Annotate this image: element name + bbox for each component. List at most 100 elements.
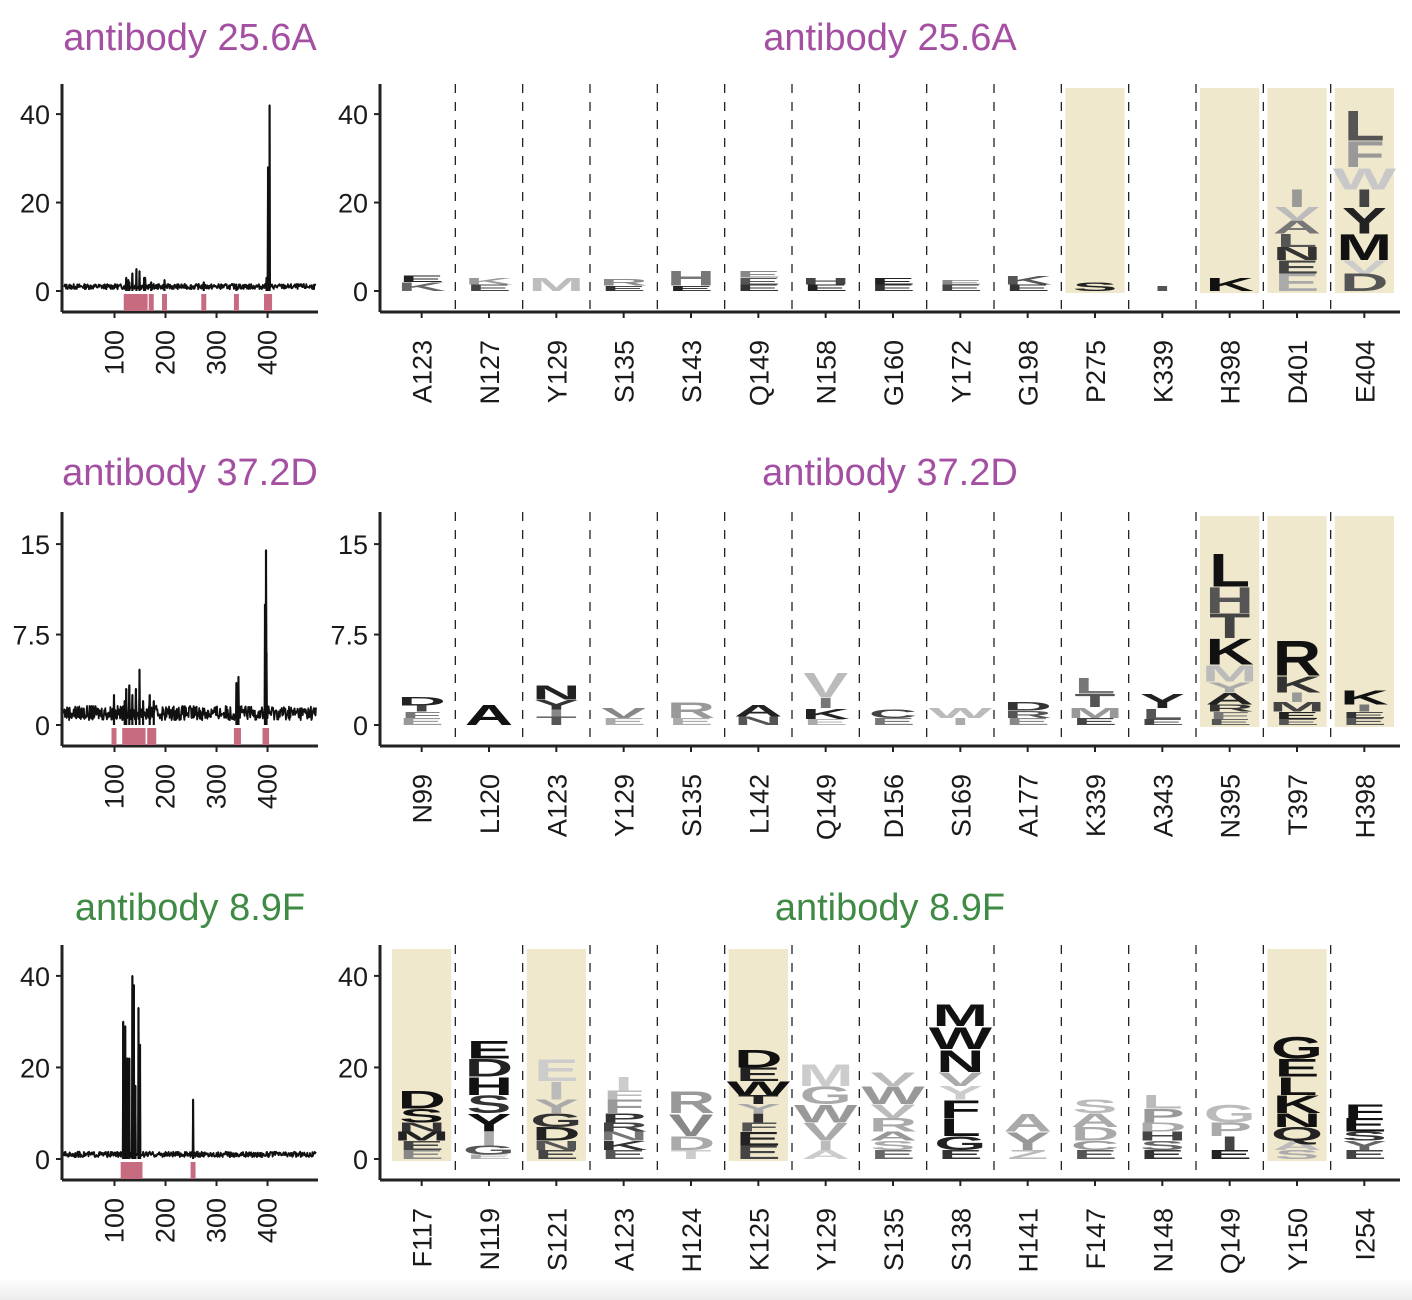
- logo-letter: R: [1205, 703, 1253, 714]
- logo-letter: M: [1336, 227, 1392, 268]
- logo-letter: E: [1275, 269, 1320, 297]
- y-tick-label: 40: [338, 962, 368, 992]
- logo-letter: E: [669, 285, 714, 293]
- logo-letter: A: [1071, 1110, 1119, 1131]
- site-marker: [142, 294, 148, 311]
- logo-letter: M: [394, 1129, 450, 1143]
- logo-letter: E: [871, 283, 916, 293]
- logo-letter: Y: [736, 1102, 781, 1116]
- logo-letter: T: [536, 715, 577, 728]
- logo-panel-5: antibody 8.9F02040F117EEMNSDN119EGIYSHDE…: [338, 887, 1400, 1274]
- logo-letter: Y: [938, 1082, 983, 1103]
- logo-letter: E: [601, 716, 646, 727]
- site-label: K339: [1148, 340, 1178, 403]
- site-label: D401: [1283, 340, 1313, 405]
- site-label: N148: [1148, 1208, 1178, 1273]
- x-tick-label: 200: [151, 764, 181, 809]
- site-label: Y129: [812, 1208, 842, 1271]
- x-tick-label: 100: [100, 330, 130, 375]
- logo-letter: P: [601, 1111, 646, 1125]
- logo-letter: G: [530, 1110, 582, 1131]
- logo-letter: M: [528, 275, 584, 296]
- y-tick-label: 40: [20, 100, 50, 130]
- site-label: N158: [812, 340, 842, 405]
- logo-letter: F: [401, 710, 442, 719]
- site-label: L142: [744, 774, 774, 834]
- logo-letter: H: [667, 266, 715, 290]
- site-marker: [111, 728, 117, 745]
- logo-letter: A: [734, 702, 782, 721]
- site-marker: [126, 728, 132, 745]
- logo-letter: Y: [1005, 1127, 1050, 1156]
- logo-letter: I: [1288, 690, 1307, 705]
- logo-letter: W: [1333, 162, 1397, 196]
- site-label: Y129: [542, 340, 572, 403]
- logo-letter: L: [1277, 230, 1318, 251]
- site-label: D156: [879, 774, 909, 839]
- highlight-band: [1200, 88, 1260, 293]
- logo-letter: S: [1140, 1139, 1185, 1153]
- site-label: A123: [610, 1208, 640, 1271]
- logo-letter: C: [1071, 1139, 1119, 1153]
- y-tick-label: 40: [20, 962, 50, 992]
- site-marker: [190, 1162, 196, 1179]
- site-marker: [233, 294, 239, 311]
- site-label: Q149: [1216, 1208, 1246, 1274]
- site-label: L120: [475, 774, 505, 834]
- logo-letter: K: [465, 276, 514, 286]
- site-label: N119: [475, 1208, 505, 1271]
- y-tick-label: 0: [353, 711, 368, 741]
- y-tick-label: 15: [20, 530, 50, 560]
- logo-letter: Y: [1342, 201, 1387, 242]
- logo-letter: A: [465, 699, 513, 731]
- site-marker: [132, 1162, 138, 1179]
- logo-letter: E: [399, 274, 444, 284]
- y-tick-label: 20: [338, 189, 368, 219]
- logo-letter: Y: [1207, 679, 1252, 696]
- highlight-band: [1200, 516, 1260, 727]
- site-marker: [140, 728, 146, 745]
- logo-letter: N: [1273, 1110, 1321, 1131]
- logo-letter: E: [399, 716, 444, 727]
- logo-letter: E: [736, 1064, 781, 1085]
- site-label: A123: [542, 774, 572, 837]
- logo-letter: V: [871, 1101, 916, 1122]
- logo-letter: I: [614, 1073, 633, 1094]
- site-label: G160: [879, 340, 909, 406]
- logo-letter: K: [1273, 1090, 1322, 1119]
- overview-title: antibody 25.6A: [63, 17, 317, 59]
- logo-letter: K: [801, 706, 849, 723]
- site-label: A343: [1148, 774, 1178, 837]
- logo-letter: V: [1275, 204, 1320, 225]
- site-marker: [136, 294, 142, 311]
- logo-letter: E: [803, 718, 848, 727]
- highlight-band: [1267, 516, 1327, 727]
- x-tick-label: 400: [253, 1198, 283, 1243]
- logo-letter: M: [1269, 700, 1325, 715]
- site-label: S169: [946, 774, 976, 837]
- logo-letter: A: [1273, 1139, 1321, 1153]
- site-marker: [133, 728, 139, 745]
- logo-letter: S: [1073, 280, 1118, 294]
- overview-panel-0: antibody 25.6A 0 20 40 100 200 300 400: [20, 17, 318, 375]
- logo-letter: E: [399, 1148, 444, 1162]
- logo-letter: W: [861, 1081, 924, 1110]
- site-marker: [161, 294, 167, 311]
- logo-letter: L: [1277, 1072, 1318, 1101]
- site-label: N127: [475, 340, 505, 405]
- logo-letter: E: [1005, 283, 1050, 293]
- logo-letter: K: [1340, 687, 1389, 709]
- logo-letter: E: [938, 279, 983, 286]
- logo-letter: M: [1067, 704, 1123, 721]
- site-label: H398: [1350, 774, 1380, 839]
- logo-letter: I: [749, 1111, 768, 1125]
- logo-letter: Y: [534, 1096, 579, 1117]
- site-label: S135: [677, 774, 707, 837]
- logo-letter: I: [480, 1128, 499, 1149]
- logo-letter: E: [534, 1053, 579, 1088]
- logo-title: antibody 37.2D: [762, 452, 1018, 494]
- logo-letter: R: [599, 1120, 647, 1134]
- logo-letter: I: [1288, 185, 1307, 213]
- logo-letter: L: [1209, 545, 1250, 597]
- highlight-band: [728, 949, 788, 1161]
